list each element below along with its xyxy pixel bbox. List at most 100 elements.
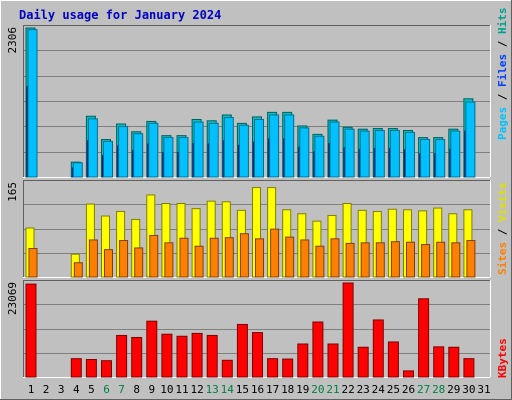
bar-kbytes-day-22 (342, 282, 354, 378)
bar-kbytes-day-13 (206, 334, 218, 378)
day-label-2: 2 (43, 383, 50, 396)
bar-sites-day-20 (315, 245, 325, 278)
bar-sites-day-5 (88, 239, 98, 278)
bar-pages-day-20 (314, 135, 325, 178)
bar-sites-day-25 (390, 241, 400, 278)
legend-sep-3: / (496, 228, 509, 235)
bar-kbytes-day-10 (161, 333, 173, 378)
day-label-25: 25 (387, 383, 400, 396)
day-label-19: 19 (296, 383, 309, 396)
legend-sep-2: / (496, 40, 509, 47)
bar-kbytes-day-1 (25, 283, 37, 378)
bar-kbytes-day-21 (327, 343, 339, 378)
bar-sites-day-14 (224, 237, 234, 278)
bar-sites-day-15 (239, 233, 249, 278)
y-max-label: 165 (6, 182, 19, 202)
bar-kbytes-day-7 (116, 334, 128, 378)
bar-pages-day-11 (178, 137, 189, 178)
day-label-22: 22 (341, 383, 354, 396)
bar-kbytes-day-14 (221, 359, 233, 378)
day-label-28: 28 (432, 383, 445, 396)
day-label-21: 21 (326, 383, 339, 396)
bar-pages-day-15 (238, 124, 249, 178)
bar-pages-day-1 (27, 29, 38, 178)
bar-sites-day-6 (104, 249, 113, 278)
bar-kbytes-day-11 (176, 335, 188, 378)
bar-kbytes-day-19 (297, 343, 309, 378)
kbytes-panel: 23069 (6, 280, 491, 378)
bar-kbytes-day-28 (433, 346, 445, 378)
bar-pages-day-13 (208, 122, 219, 178)
day-label-15: 15 (236, 383, 249, 396)
day-label-1: 1 (28, 383, 35, 396)
day-label-14: 14 (221, 383, 235, 396)
bar-kbytes-day-6 (101, 360, 112, 378)
day-label-18: 18 (281, 383, 294, 396)
bar-sites-day-24 (375, 242, 385, 278)
day-label-24: 24 (372, 383, 386, 396)
day-label-26: 26 (402, 383, 415, 396)
bar-pages-day-14 (223, 117, 234, 178)
bar-kbytes-day-18 (282, 358, 294, 378)
bar-pages-day-8 (133, 133, 144, 178)
bar-pages-day-4 (72, 162, 83, 178)
bar-sites-day-16 (255, 238, 264, 278)
bar-sites-day-1 (28, 248, 38, 278)
bar-kbytes-day-24 (372, 319, 384, 378)
bar-sites-day-4 (73, 262, 83, 278)
bar-sites-day-11 (179, 237, 189, 278)
bar-kbytes-day-15 (236, 323, 248, 378)
hits-files-pages-panel: 2306 (6, 25, 491, 178)
bar-kbytes-day-17 (267, 358, 279, 378)
bar-pages-day-21 (329, 121, 340, 178)
bar-sites-day-27 (421, 244, 431, 278)
legend-hits: Hits (496, 8, 509, 35)
bar-pages-day-26 (405, 131, 415, 178)
bar-pages-day-10 (163, 137, 174, 178)
bar-sites-day-26 (406, 241, 415, 278)
day-label-17: 17 (266, 383, 279, 396)
legend-pages: Pages (496, 107, 509, 140)
bar-pages-day-18 (284, 114, 295, 178)
bar-pages-day-12 (193, 121, 204, 178)
y-max-label: 2306 (6, 27, 19, 54)
day-label-23: 23 (357, 383, 370, 396)
y-max-label: 23069 (6, 282, 19, 315)
bar-sites-day-10 (164, 242, 174, 278)
day-label-16: 16 (251, 383, 264, 396)
bar-kbytes-day-29 (448, 346, 460, 378)
legend-sites-visits: Sites / Visits (496, 182, 509, 275)
day-label-9: 9 (148, 383, 155, 396)
legend-sites: Sites (496, 242, 509, 275)
legend-pages-files-hits: Pages / Files / Hits (496, 8, 509, 141)
bar-kbytes-day-23 (357, 346, 369, 378)
legend-files: Files (496, 54, 509, 87)
day-label-30: 30 (462, 383, 475, 396)
bar-pages-day-22 (344, 128, 355, 178)
day-label-6: 6 (103, 383, 110, 396)
bar-kbytes-day-30 (463, 358, 475, 378)
bar-kbytes-day-12 (191, 332, 203, 378)
bar-pages-day-9 (148, 122, 159, 178)
day-label-5: 5 (88, 383, 95, 396)
bar-kbytes-day-25 (387, 341, 399, 378)
bar-kbytes-day-26 (403, 370, 414, 378)
chart-title: Daily usage for January 2024 (19, 8, 221, 22)
bar-kbytes-day-9 (146, 320, 158, 378)
day-label-3: 3 (58, 383, 65, 396)
bar-pages-day-29 (450, 130, 461, 178)
bar-pages-day-27 (420, 139, 431, 178)
day-label-10: 10 (160, 383, 173, 396)
visits-sites-panel: 165 (6, 180, 491, 278)
bar-kbytes-day-27 (418, 298, 430, 378)
bar-pages-day-30 (465, 101, 476, 178)
day-label-20: 20 (311, 383, 324, 396)
day-label-31: 31 (477, 383, 490, 396)
bar-sites-day-13 (209, 237, 219, 278)
day-axis-labels: 1 2 3 4 5 6 7 8 9 10 11 12 13 14 15 16 17 18 19 20 21 22 23 24 2… (28, 383, 491, 396)
bar-pages-day-5 (87, 118, 98, 178)
bar-sites-day-22 (345, 242, 355, 278)
bar-sites-day-18 (285, 236, 295, 278)
bar-pages-day-23 (359, 130, 370, 178)
